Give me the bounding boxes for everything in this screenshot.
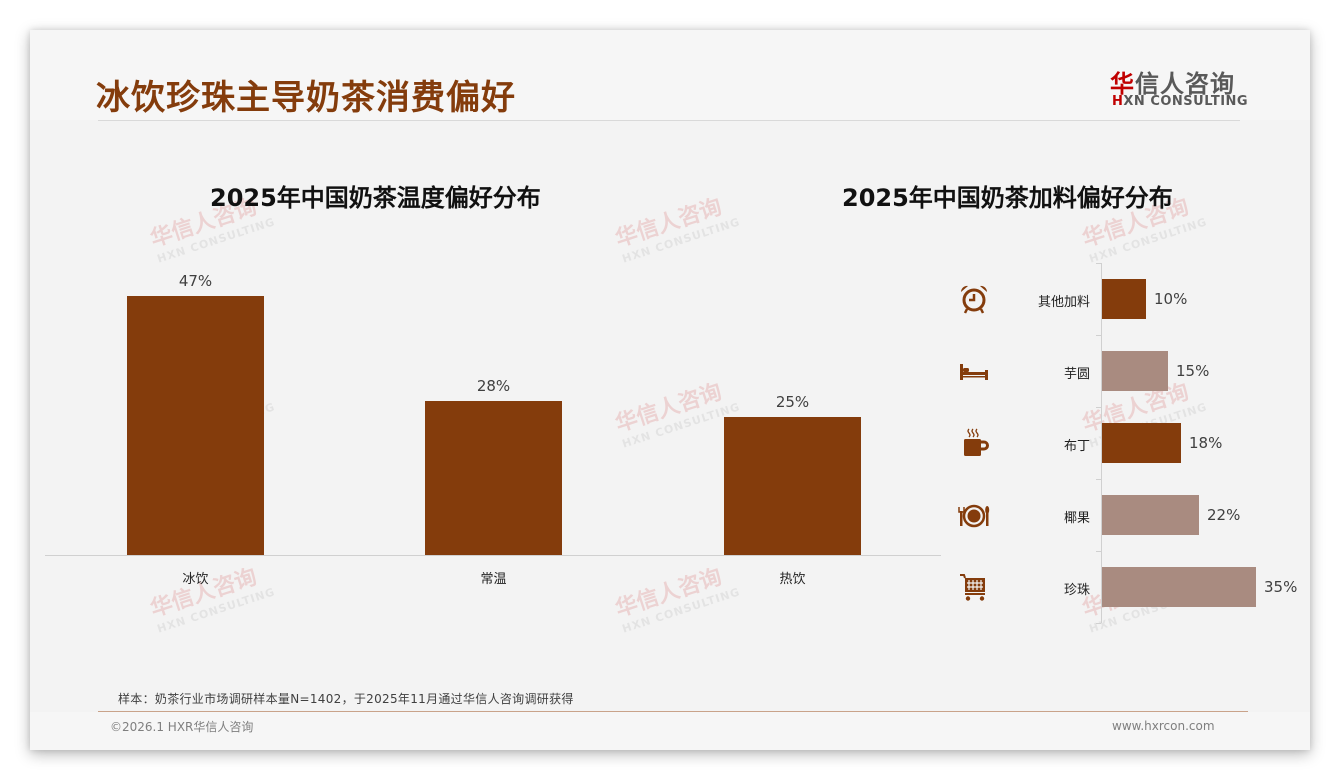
axis-tick [1096, 407, 1101, 408]
slide: 华信人咨询 HXN CONSULTING 华信人咨询 HXN CONSULTIN… [30, 30, 1310, 750]
bar-row: 其他加料 10% [940, 279, 1310, 319]
bar-row: 布丁 18% [940, 423, 1310, 463]
bar-value-label: 10% [1154, 290, 1188, 308]
bar-value-label: 22% [1207, 506, 1241, 524]
bar-taro-balls [1102, 351, 1168, 391]
watermark: 华信人咨询 HXN CONSULTING [612, 194, 742, 266]
bar-row: 珍珠 35% [940, 567, 1310, 607]
footer-divider [98, 711, 1248, 712]
footer-band [30, 712, 1310, 750]
axis-tick [1096, 263, 1101, 264]
website-link[interactable]: www.hxrcon.com [1112, 719, 1215, 733]
temperature-chart-title: 2025年中国奶茶温度偏好分布 [210, 184, 541, 212]
bed-icon [960, 364, 988, 380]
category-label: 其他加料 [1037, 295, 1090, 310]
page-title: 冰饮珍珠主导奶茶消费偏好 [96, 78, 516, 118]
category-label: 常温 [480, 572, 507, 587]
bar-iced [127, 296, 264, 555]
topping-bar-chart: 其他加料 10% 芋圆 15% 布丁 [940, 260, 1310, 630]
temperature-bar-chart: 47% 冰饮 28% 常温 25% 热饮 [45, 260, 941, 600]
x-axis-line [45, 555, 941, 556]
axis-tick [1096, 335, 1101, 336]
bar-other-toppings [1102, 279, 1146, 319]
category-label: 芋圆 [1063, 367, 1090, 382]
bar-row: 芋圆 15% [940, 351, 1310, 391]
bar-nata-de-coco [1102, 495, 1199, 535]
logo-chinese: 华信人咨询 [1110, 70, 1235, 98]
axis-tick [1096, 479, 1101, 480]
bar-value-label: 25% [775, 393, 810, 411]
sample-note: 样本：奶茶行业市场调研样本量N=1402，于2025年11月通过华信人咨询调研获… [118, 692, 574, 706]
header-band [30, 30, 1310, 120]
bar-row: 椰果 22% [940, 495, 1310, 535]
bar-value-label: 18% [1189, 434, 1223, 452]
alarm-clock-icon [960, 285, 988, 314]
bar-hot [724, 417, 861, 555]
copyright: ©2026.1 HXR华信人咨询 [110, 720, 254, 734]
topping-chart-title: 2025年中国奶茶加料偏好分布 [842, 184, 1173, 212]
bar-value-label: 28% [476, 377, 511, 395]
category-label: 椰果 [1063, 511, 1090, 526]
y-axis-line [1101, 263, 1102, 623]
category-label: 热饮 [779, 572, 806, 587]
title-divider [98, 120, 1240, 121]
shopping-cart-icon [960, 574, 985, 601]
bar-room-temp [425, 401, 562, 555]
bar-value-label: 15% [1176, 362, 1210, 380]
category-label: 冰饮 [182, 572, 209, 587]
company-logo: 华信人咨询 HXN CONSULTING [1110, 64, 1250, 114]
plate-cutlery-icon [958, 504, 990, 528]
axis-tick [1096, 551, 1101, 552]
bar-value-label: 47% [178, 272, 213, 290]
axis-tick [1096, 623, 1101, 624]
bar-value-label: 35% [1264, 578, 1298, 596]
category-label: 布丁 [1063, 439, 1090, 454]
category-label: 珍珠 [1063, 583, 1090, 598]
bar-tapioca-pearls [1102, 567, 1256, 607]
coffee-mug-icon [964, 428, 989, 456]
logo-english: HXN CONSULTING [1112, 94, 1249, 109]
bar-pudding [1102, 423, 1181, 463]
